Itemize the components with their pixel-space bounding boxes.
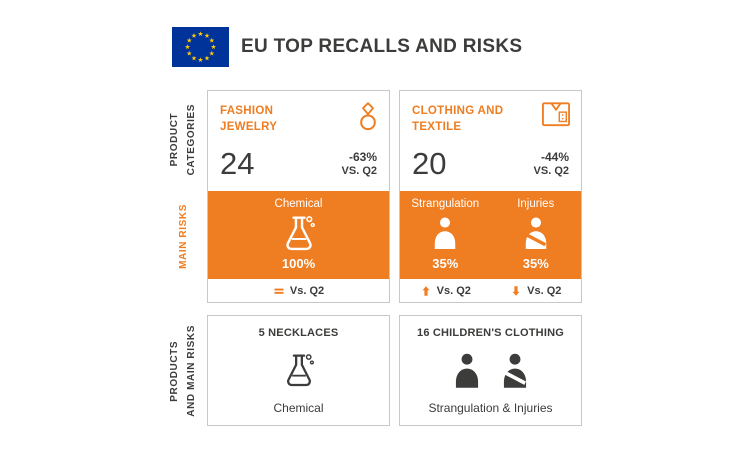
vs-q2-label: VS. Q2 (341, 165, 377, 177)
category-header: FASHION JEWELRY (208, 91, 389, 145)
recall-count: 24 (220, 146, 255, 181)
risk-percent: 35% (522, 256, 549, 271)
trend-down: Vs. Q2 (491, 279, 582, 302)
column-clothing-textile: CLOTHING AND TEXTILE 20 -44% VS. Q2 Stra… (399, 90, 582, 426)
category-title: FASHION JEWELRY (220, 105, 278, 134)
equals-icon (273, 285, 285, 297)
category-card: CLOTHING AND TEXTILE 20 -44% VS. Q2 Stra… (399, 90, 582, 303)
trend-label: Vs. Q2 (527, 284, 562, 297)
main-risks-band: Strangulation 35% Injuries 35% (400, 191, 581, 279)
risk-strangulation: Strangulation 35% (400, 191, 491, 279)
trend-label: Vs. Q2 (289, 284, 325, 297)
side-label-text: PRODUCT CATEGORIES (169, 104, 197, 176)
person-sling-icon (522, 217, 550, 249)
change-percent: -44% (540, 150, 569, 164)
page-title: EU TOP RECALLS AND RISKS (241, 36, 523, 57)
change-block: -63% VS. Q2 (342, 147, 377, 177)
side-label-product-categories: PRODUCT CATEGORIES (164, 90, 202, 190)
trend-row: Vs. Q2 (208, 279, 389, 302)
arrow-down-icon (510, 285, 522, 297)
category-card: FASHION JEWELRY 24 -63% VS. Q2 Chemical … (207, 90, 390, 303)
arrow-up-icon (420, 285, 432, 297)
risk-injuries: Injuries 35% (491, 191, 582, 279)
side-label-products-and-main-risks: PRODUCTS AND MAIN RISKS (164, 315, 202, 426)
change-block: -44% VS. Q2 (534, 147, 569, 177)
risk-name: Strangulation (411, 198, 480, 210)
side-label-text: MAIN RISKS (177, 203, 189, 269)
trend-up: Vs. Q2 (400, 279, 491, 302)
ring-icon (357, 100, 379, 131)
trend-equal: Vs. Q2 (208, 279, 389, 302)
product-icons (452, 353, 530, 388)
column-fashion-jewelry: FASHION JEWELRY 24 -63% VS. Q2 Chemical … (207, 90, 390, 426)
product-box-necklaces: 5 NECKLACES Chemical (207, 315, 390, 426)
recall-count: 20 (412, 146, 447, 181)
change-percent: -63% (348, 150, 377, 164)
flask-icon (282, 214, 316, 253)
person-icon (431, 217, 459, 249)
trend-label: Vs. Q2 (436, 284, 471, 297)
product-box-childrens-clothing: 16 CHILDREN'S CLOTHING Strangulation & I… (399, 315, 582, 426)
product-icons (283, 352, 315, 389)
eu-flag-icon (172, 27, 229, 67)
side-label-main-risks: MAIN RISKS (164, 192, 202, 280)
person-icon (452, 353, 482, 388)
risk-chemical: Chemical 100% (208, 191, 389, 279)
flask-icon (283, 352, 315, 389)
main-risks-band: Chemical 100% (208, 191, 389, 279)
side-label-text: PRODUCTS AND MAIN RISKS (169, 324, 197, 417)
product-title: 5 NECKLACES (258, 327, 339, 339)
risk-name: Injuries (517, 198, 555, 210)
shirt-icon (541, 100, 571, 128)
trend-row: Vs. Q2 Vs. Q2 (400, 279, 581, 302)
product-risk-label: Strangulation & Injuries (428, 401, 553, 415)
risk-percent: 100% (281, 256, 316, 271)
recall-count-row: 24 -63% VS. Q2 (208, 145, 389, 191)
product-risk-label: Chemical (273, 401, 324, 415)
product-title: 16 CHILDREN'S CLOTHING (417, 327, 564, 339)
person-sling-icon (500, 353, 530, 388)
recall-count-row: 20 -44% VS. Q2 (400, 145, 581, 191)
category-header: CLOTHING AND TEXTILE (400, 91, 581, 145)
vs-q2-label: VS. Q2 (533, 165, 569, 177)
risk-name: Chemical (274, 198, 323, 210)
risk-percent: 35% (432, 256, 459, 271)
category-title: CLOTHING AND TEXTILE (412, 105, 504, 134)
